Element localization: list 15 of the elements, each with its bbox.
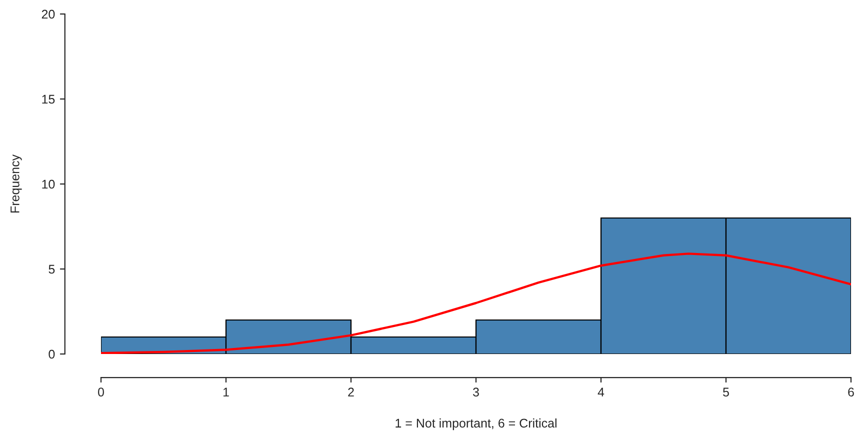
x-tick-label: 4 (598, 388, 604, 396)
y-tick-label: 15 (42, 94, 55, 104)
y-axis-title: Frequency (10, 154, 22, 212)
y-tick-label: 20 (42, 10, 55, 19)
x-tick-label: 0 (98, 388, 104, 397)
y-tick-label: 0 (48, 350, 55, 359)
x-tick-label: 5 (723, 388, 729, 397)
x-tick-label: 6 (848, 388, 854, 397)
x-tick-label: 2 (348, 388, 354, 396)
y-tick-label: 10 (42, 180, 55, 189)
x-tick-label: 3 (473, 388, 479, 397)
y-tick-label: 5 (48, 264, 55, 274)
x-axis-title: 1 = Not important, 6 = Critical (396, 418, 556, 430)
line-series (101, 252, 851, 354)
x-tick-label: 1 (223, 388, 229, 396)
